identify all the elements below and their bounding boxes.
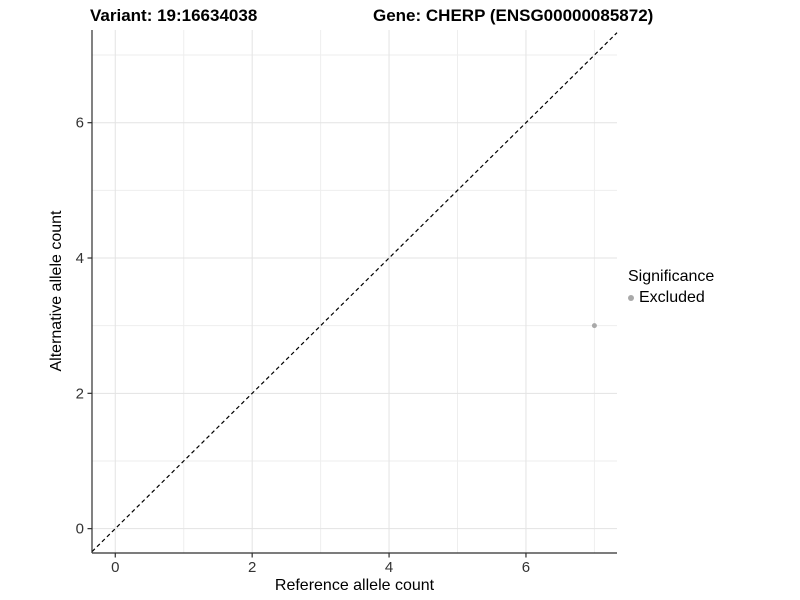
plot-title-gene: Gene: CHERP (ENSG00000085872) bbox=[373, 6, 654, 25]
x-axis-tick-label: 0 bbox=[111, 559, 119, 576]
x-axis-tick-label: 6 bbox=[522, 559, 530, 576]
y-axis-title: Alternative allele count bbox=[48, 210, 65, 372]
plot-title-variant: Variant: 19:16634038 bbox=[90, 6, 258, 25]
legend-item-label: Excluded bbox=[639, 289, 705, 306]
legend-items: Excluded bbox=[628, 289, 714, 307]
legend-item: Excluded bbox=[628, 289, 714, 307]
legend-title: Significance bbox=[628, 268, 715, 285]
x-axis-title: Reference allele count bbox=[274, 577, 435, 594]
data-point bbox=[591, 323, 597, 329]
y-axis-tick-label: 4 bbox=[76, 250, 84, 267]
y-axis-tick-label: 0 bbox=[76, 521, 84, 538]
y-axis-tick-label: 6 bbox=[76, 115, 84, 132]
panel-background bbox=[92, 30, 617, 553]
legend-marker-dot-icon bbox=[628, 295, 634, 301]
y-axis-tick-label: 2 bbox=[76, 385, 84, 402]
legend: Significance Excluded bbox=[628, 268, 714, 307]
x-axis-tick-label: 4 bbox=[385, 559, 393, 576]
x-axis-tick-label: 2 bbox=[248, 559, 256, 576]
